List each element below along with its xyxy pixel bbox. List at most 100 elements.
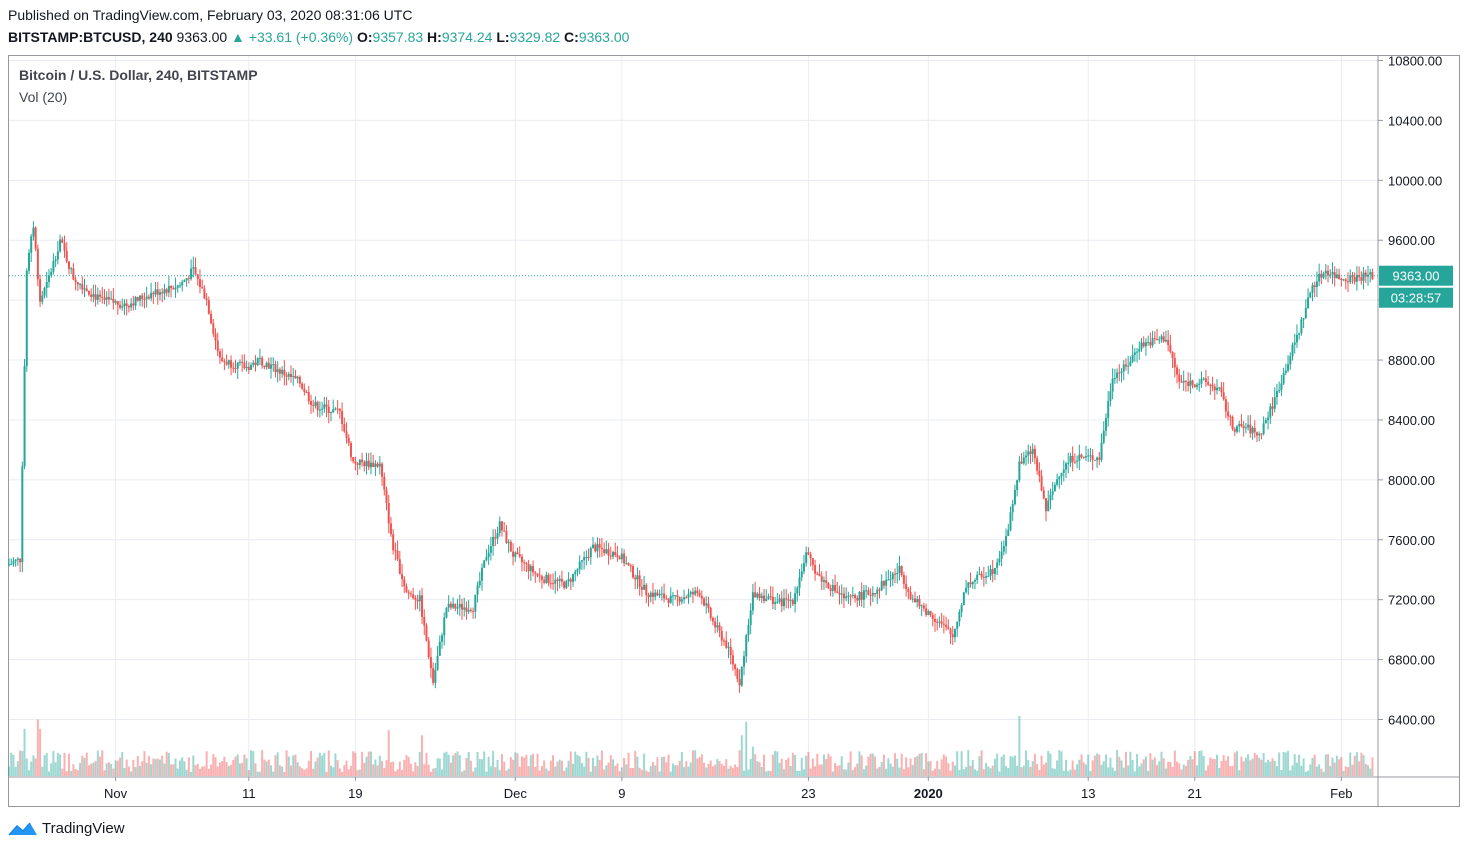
candle-body xyxy=(1184,380,1187,382)
candle-body xyxy=(842,593,845,599)
candle-body xyxy=(498,521,501,533)
candle-body xyxy=(931,615,934,620)
candle-body xyxy=(696,590,699,593)
candle-body xyxy=(1164,339,1167,342)
candle-body xyxy=(485,557,488,561)
volume-bar xyxy=(445,751,448,776)
candle-body xyxy=(150,292,153,299)
volume-bar xyxy=(1355,752,1358,776)
volume-bar xyxy=(1173,750,1176,776)
candle-body xyxy=(958,611,961,622)
candle-body xyxy=(845,596,848,599)
candle-body xyxy=(467,609,470,612)
candle-body xyxy=(612,552,614,557)
volume-bar xyxy=(1002,754,1005,776)
candle-body xyxy=(1347,281,1350,283)
volume-bar xyxy=(1371,757,1374,776)
volume-bar xyxy=(183,761,186,776)
candle-body xyxy=(172,288,175,290)
chart-frame[interactable] xyxy=(8,55,1460,807)
candle-body xyxy=(965,587,968,593)
volume-bar xyxy=(472,771,475,776)
candle-body xyxy=(1169,345,1172,352)
volume-bar xyxy=(763,754,765,776)
volume-bar xyxy=(374,759,377,776)
volume-bar xyxy=(461,771,463,776)
candle-body xyxy=(1327,270,1330,276)
candle-body xyxy=(802,563,805,572)
candle-body xyxy=(727,646,730,648)
candle-body xyxy=(394,550,397,552)
candle-body xyxy=(532,566,535,573)
candle-body xyxy=(1051,491,1054,495)
volume-bar xyxy=(203,766,206,776)
volume-bar xyxy=(54,762,57,776)
candle-body xyxy=(583,557,586,561)
candle-body xyxy=(998,558,1001,563)
candle-body xyxy=(478,580,481,586)
volume-bar xyxy=(1349,752,1352,776)
volume-bar xyxy=(47,771,50,776)
candle-body xyxy=(163,289,166,294)
candle-body xyxy=(325,404,328,407)
volume-bar xyxy=(12,754,15,776)
candle-body xyxy=(889,579,892,581)
volume-bar xyxy=(600,750,603,776)
candle-body xyxy=(1298,333,1301,335)
volume-bar xyxy=(1353,755,1356,776)
price-tag-box xyxy=(1379,265,1453,286)
volume-bar xyxy=(1178,763,1181,776)
candle-body xyxy=(1307,297,1310,309)
candle-body xyxy=(971,581,974,585)
candle-body xyxy=(1002,546,1005,552)
candle-body xyxy=(1082,456,1085,458)
volume-bar xyxy=(936,761,939,776)
volume-bar xyxy=(105,763,108,776)
candle-body xyxy=(243,362,246,368)
candle-body xyxy=(174,287,177,290)
volume-bar xyxy=(1116,750,1119,776)
volume-bar xyxy=(110,763,113,776)
volume-bar xyxy=(696,758,699,776)
volume-bar xyxy=(385,760,388,776)
candle-body xyxy=(527,563,530,572)
candle-body xyxy=(1267,417,1270,421)
volume-bar xyxy=(991,765,994,776)
candle-body xyxy=(392,534,395,551)
volume-bar xyxy=(369,751,372,776)
volume-bar xyxy=(336,760,339,776)
candle-body xyxy=(14,559,17,562)
volume-bar xyxy=(700,754,703,776)
volume-bar xyxy=(101,750,104,776)
volume-bar xyxy=(214,757,217,776)
candle-body xyxy=(816,573,819,575)
volume-bar xyxy=(176,768,179,776)
candle-body xyxy=(1065,463,1067,470)
volume-bar xyxy=(811,758,814,776)
volume-bar xyxy=(43,755,46,776)
volume-bar xyxy=(1318,764,1321,776)
volume-bar xyxy=(665,762,668,776)
volume-bar xyxy=(429,771,432,776)
candle-body xyxy=(103,297,106,300)
candle-body xyxy=(1153,338,1156,340)
candle-body xyxy=(780,598,783,607)
volume-bar xyxy=(276,752,279,776)
candle-body xyxy=(10,563,13,565)
series-legend: Bitcoin / U.S. Dollar, 240, BITSTAMP xyxy=(19,67,258,83)
candle-body xyxy=(634,577,637,580)
volume-bar xyxy=(729,765,732,776)
candle-body xyxy=(916,599,919,603)
volume-bar xyxy=(210,764,213,776)
volume-bar xyxy=(434,767,437,776)
volume-bar xyxy=(1082,762,1085,776)
candle-body xyxy=(574,571,577,574)
high-label: H: xyxy=(427,29,442,45)
volume-bar xyxy=(494,767,497,776)
candle-body xyxy=(625,563,628,565)
volume-bar xyxy=(274,755,277,776)
volume-bar xyxy=(19,750,22,776)
volume-bar xyxy=(1240,756,1243,776)
volume-bar xyxy=(834,763,837,776)
